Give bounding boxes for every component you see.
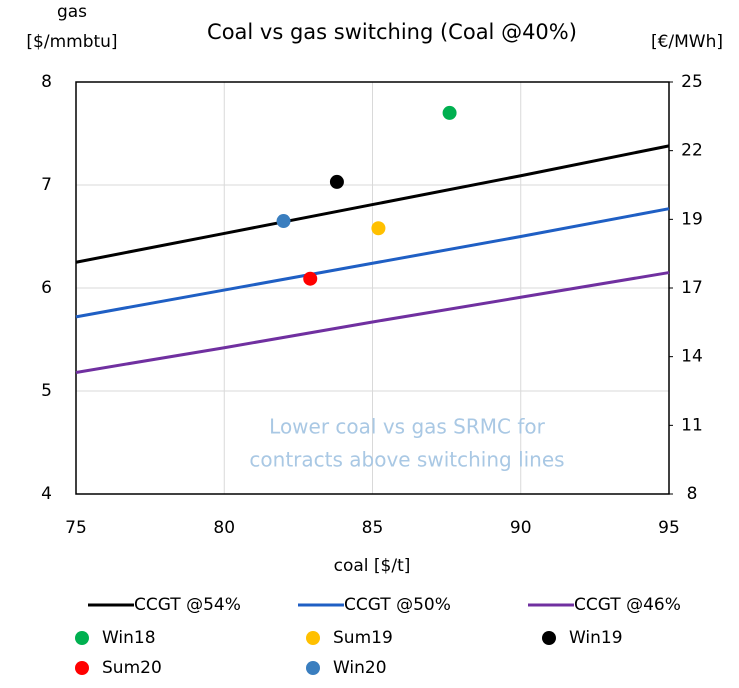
y-tick-label: 7 xyxy=(41,175,52,195)
legend-label: CCGT @46% xyxy=(574,595,681,615)
y2-tick-label: 22 xyxy=(681,141,703,161)
annotation: contracts above switching lines xyxy=(249,448,564,472)
y-tick-label: 5 xyxy=(41,381,52,401)
x-tick-label: 90 xyxy=(510,518,532,538)
series-line xyxy=(75,271,670,374)
legend-marker xyxy=(75,661,89,675)
data-point xyxy=(442,105,457,120)
data-point xyxy=(276,214,291,229)
y2-tick-label: 14 xyxy=(681,347,703,367)
plot-frame xyxy=(75,81,670,495)
y-tick-label: 6 xyxy=(41,278,52,298)
series-line xyxy=(75,207,670,319)
legend-marker xyxy=(542,631,556,645)
x-tick-label: 80 xyxy=(213,518,235,538)
y2-tick-label: 19 xyxy=(681,209,703,229)
y-tick-label: 8 xyxy=(41,72,52,92)
legend-label: Win20 xyxy=(333,658,387,678)
x-tick-label: 95 xyxy=(658,518,680,538)
data-point xyxy=(303,271,318,286)
x-axis-label: coal [$/t] xyxy=(334,556,411,576)
annotation: Lower coal vs gas SRMC for xyxy=(269,415,545,439)
legend-marker xyxy=(306,631,320,645)
series-line xyxy=(75,144,670,264)
x-tick-label: 75 xyxy=(65,518,87,538)
y2-tick-label: 25 xyxy=(681,72,703,92)
data-point xyxy=(371,221,386,236)
legend-label: Win18 xyxy=(102,628,156,648)
chart-title: Coal vs gas switching (Coal @40%) xyxy=(207,20,577,44)
y2-axis-label: [€/MWh] xyxy=(651,32,723,52)
y-tick-label: 4 xyxy=(41,484,52,504)
y2-tick-label: 8 xyxy=(687,484,698,504)
x-tick-label: 85 xyxy=(362,518,384,538)
legend-marker xyxy=(306,661,320,675)
y-axis-label: [$/mmbtu] xyxy=(26,32,117,52)
legend-label: Win19 xyxy=(569,628,623,648)
data-point xyxy=(329,174,344,189)
legend-label: CCGT @54% xyxy=(134,595,241,615)
legend-label: CCGT @50% xyxy=(344,595,451,615)
y2-tick-label: 11 xyxy=(681,415,703,435)
legend-label: Sum19 xyxy=(333,628,393,648)
y-axis-label: gas xyxy=(57,2,87,22)
legend-marker xyxy=(75,631,89,645)
y2-tick-label: 17 xyxy=(681,278,703,298)
legend-label: Sum20 xyxy=(102,658,162,678)
